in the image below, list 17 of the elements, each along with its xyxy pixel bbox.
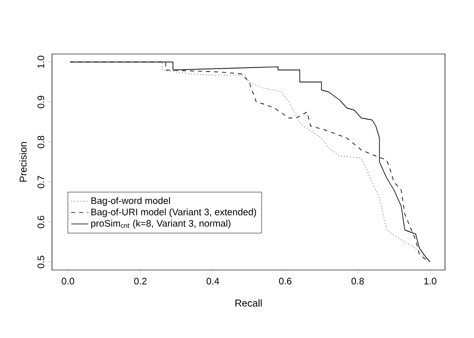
x-tick-label: 1.0 — [424, 278, 436, 284]
legend-label: Bag-of-URI model (Variant 3, extended) — [91, 208, 256, 218]
y-tick-label: 0.7 — [38, 176, 44, 188]
y-tick-label: 0.9 — [38, 96, 44, 108]
x-axis-title: Recall — [235, 299, 262, 307]
x-tick-label: 0.4 — [206, 278, 220, 284]
x-tick-label: 0.2 — [134, 278, 146, 284]
y-tick-label: 0.8 — [38, 136, 44, 148]
x-tick-label: 0.6 — [279, 278, 292, 284]
x-tick-label: 0.8 — [352, 278, 364, 284]
x-tick-label: 0.0 — [62, 278, 74, 284]
legend-label: proSim$_{cnt}$ (k=8, Variant 3, normal) — [91, 220, 230, 229]
legend-label: Bag-of-word model — [91, 197, 170, 206]
y-tick-label: 0.6 — [38, 216, 44, 228]
y-tick-label: 0.5 — [38, 256, 44, 268]
y-axis-title: Precision — [19, 142, 27, 182]
y-tick-label: 1.0 — [38, 56, 44, 68]
